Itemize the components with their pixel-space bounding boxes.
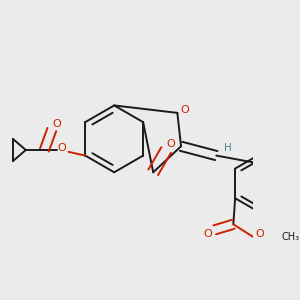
Text: O: O bbox=[52, 119, 61, 129]
Text: O: O bbox=[256, 230, 265, 239]
Text: CH₃: CH₃ bbox=[282, 232, 300, 242]
Text: O: O bbox=[180, 105, 189, 115]
Text: O: O bbox=[204, 229, 213, 238]
Text: H: H bbox=[224, 143, 231, 153]
Text: O: O bbox=[58, 143, 66, 153]
Text: O: O bbox=[167, 140, 175, 149]
